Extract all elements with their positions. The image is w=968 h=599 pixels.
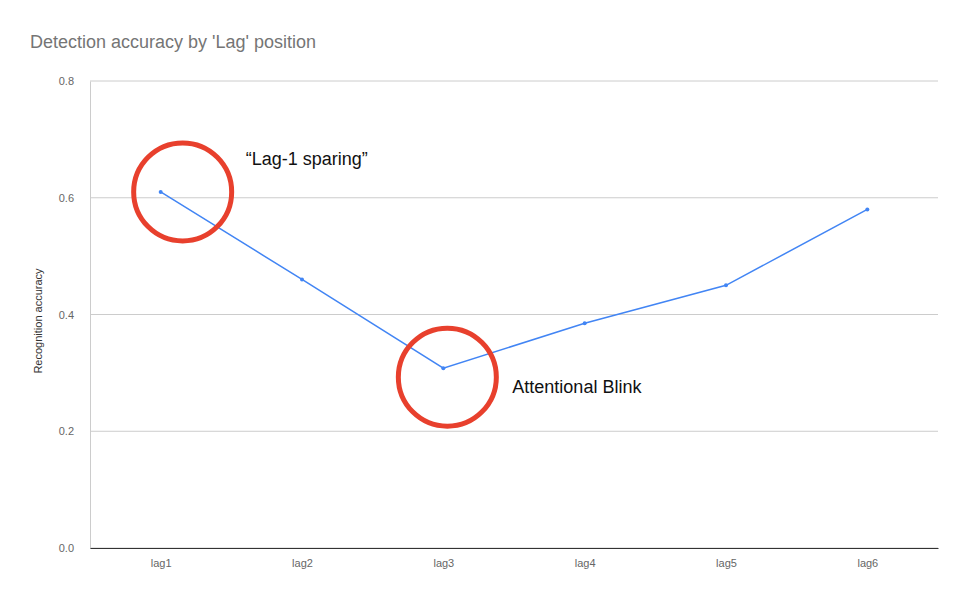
y-tick: 0.4	[59, 309, 90, 321]
x-tick: lag2	[292, 548, 313, 569]
grid	[90, 81, 938, 548]
annotation-circle	[398, 328, 496, 426]
y-tick: 0.2	[59, 425, 90, 437]
y-tick-label: 0.8	[59, 75, 74, 87]
y-tick-label: 0.4	[59, 309, 74, 321]
data-point	[300, 277, 304, 281]
annotation-text: Attentional Blink	[512, 377, 642, 397]
grid-line	[90, 314, 938, 315]
plot-area	[159, 190, 870, 370]
y-axis: 0.0 0.2 0.4 0.6 0.8	[59, 75, 91, 554]
x-tick: lag6	[857, 548, 878, 569]
x-tick-label: lag4	[575, 557, 596, 569]
chart-svg: Detection accuracy by 'Lag' position0.00…	[0, 0, 968, 599]
data-point	[441, 366, 445, 370]
y-tick-label: 0.2	[59, 425, 74, 437]
y-tick: 0.8	[59, 75, 90, 87]
data-point	[724, 283, 728, 287]
y-tick-label: 0.0	[59, 542, 74, 554]
annotation-text: “Lag-1 sparing”	[246, 149, 368, 169]
data-line	[161, 192, 868, 368]
data-point	[583, 321, 587, 325]
x-tick-label: lag1	[151, 557, 172, 569]
x-tick: lag5	[716, 548, 737, 569]
grid-line	[90, 197, 938, 198]
y-tick-label: 0.6	[59, 192, 74, 204]
x-tick-label: lag6	[857, 557, 878, 569]
y-axis-line	[90, 82, 91, 549]
grid-line	[90, 548, 938, 549]
grid-line	[90, 431, 938, 432]
chart-title: Detection accuracy by 'Lag' position	[30, 32, 316, 52]
y-axis-title: Recognition accuracy	[32, 268, 44, 374]
x-tick-label: lag3	[433, 557, 454, 569]
x-tick-label: lag5	[716, 557, 737, 569]
data-point	[159, 190, 163, 194]
x-tick-label: lag2	[292, 557, 313, 569]
x-axis: lag1 lag2 lag3 lag4 lag5 lag6	[91, 548, 939, 569]
x-tick: lag4	[575, 548, 596, 569]
data-point	[865, 207, 869, 211]
x-tick: lag3	[433, 548, 454, 569]
annotation-circle	[134, 143, 232, 241]
grid-line	[90, 81, 938, 82]
y-tick: 0.6	[59, 192, 90, 204]
x-tick: lag1	[151, 548, 172, 569]
x-axis-line	[91, 548, 939, 549]
y-tick: 0.0	[59, 542, 90, 554]
